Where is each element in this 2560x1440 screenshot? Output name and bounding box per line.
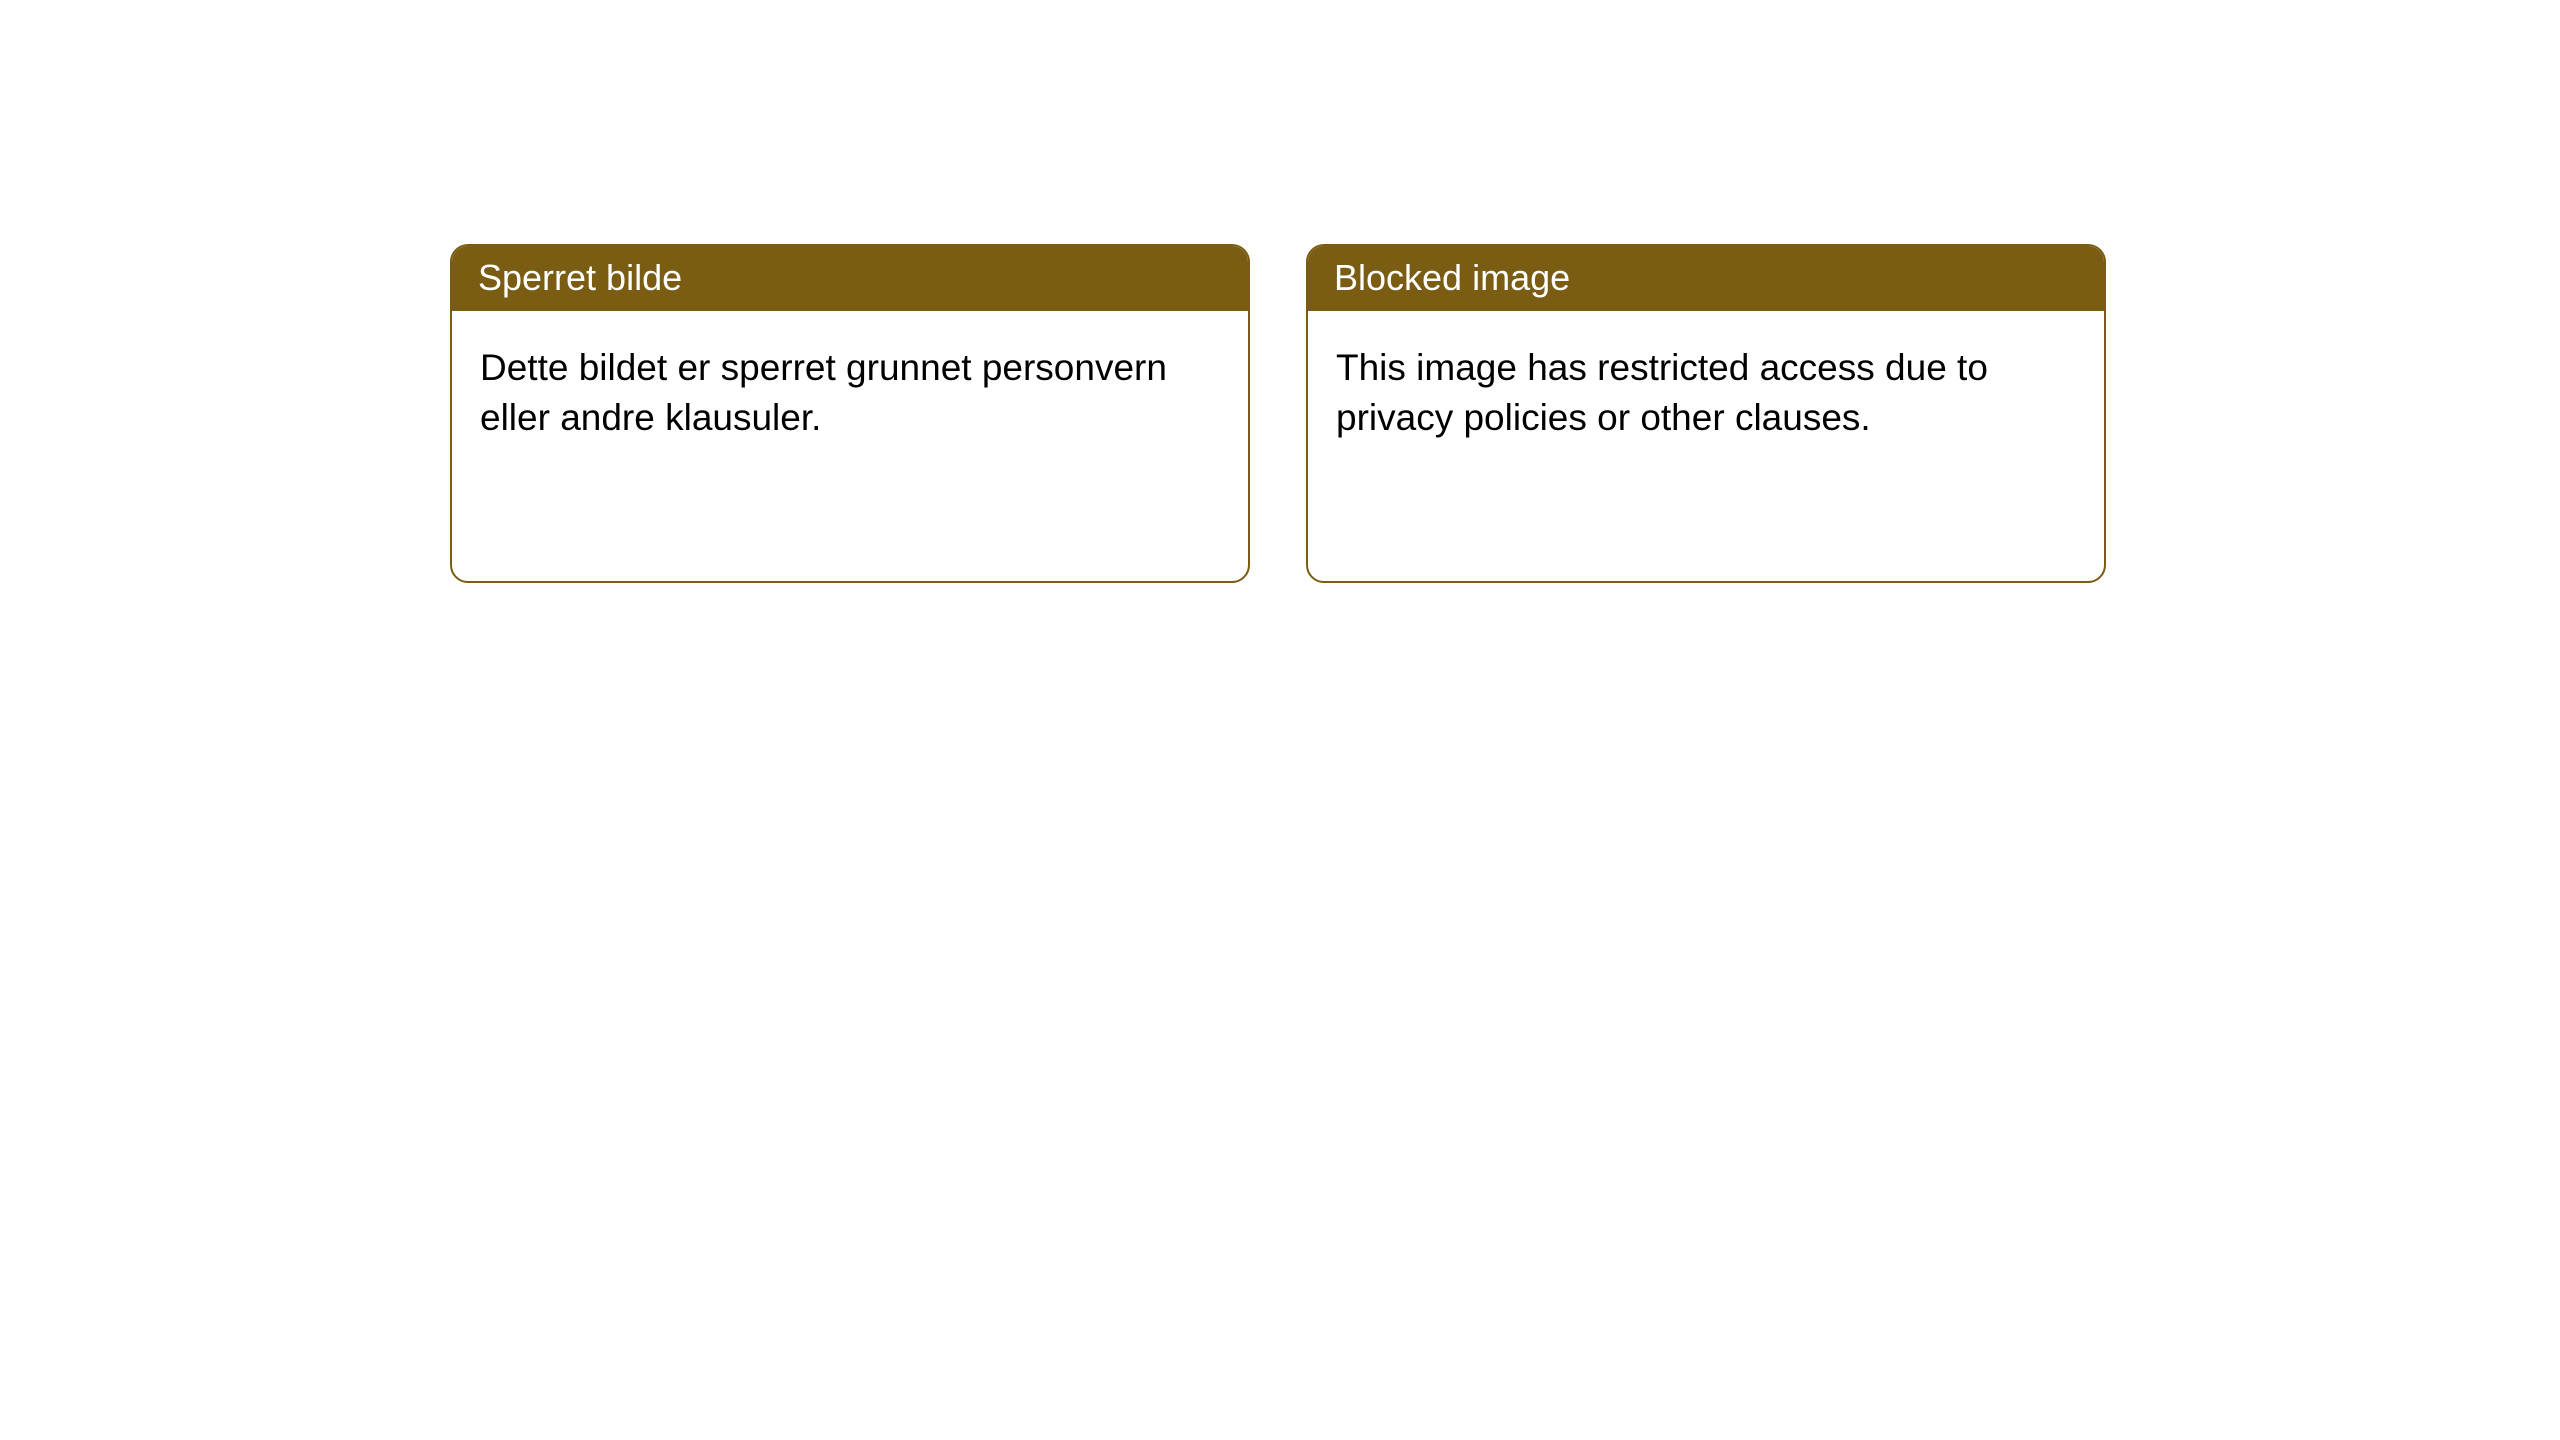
notice-body-en: This image has restricted access due to … [1308,311,2104,581]
notice-title-en: Blocked image [1308,246,2104,311]
notice-body-no: Dette bildet er sperret grunnet personve… [452,311,1248,581]
notice-container: Sperret bilde Dette bildet er sperret gr… [0,0,2560,583]
notice-title-no: Sperret bilde [452,246,1248,311]
blocked-image-notice-en: Blocked image This image has restricted … [1306,244,2106,583]
blocked-image-notice-no: Sperret bilde Dette bildet er sperret gr… [450,244,1250,583]
